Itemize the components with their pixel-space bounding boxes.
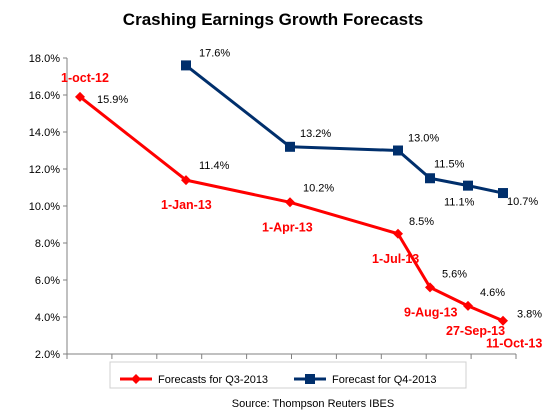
- data-labels: 15.9% 1-oct-12 11.4% 1-Jan-13 10.2% 1-Apr-13 8…: [61, 47, 542, 350]
- y-axis-ticks: 2.0% 4.0% 6.0% 8.0% 10.0% 12.0% 14.0% 16.0% 18.0…: [29, 53, 67, 361]
- source-note: Source: Thompson Reuters IBES: [232, 398, 394, 410]
- data-label: 3.8%: [517, 309, 542, 321]
- date-label: 1-Jan-13: [161, 198, 212, 212]
- data-label: 5.6%: [442, 268, 467, 280]
- data-label: 13.2%: [300, 128, 331, 140]
- data-label: 11.1%: [444, 197, 475, 209]
- y-tick-label: 4.0%: [35, 312, 60, 324]
- data-point: [285, 141, 295, 152]
- data-label: 13.0%: [408, 133, 439, 145]
- date-label: 1-Jul-13: [372, 252, 419, 266]
- date-label: 1-Apr-13: [262, 220, 313, 234]
- data-label: 4.6%: [480, 287, 505, 299]
- data-label: 15.9%: [97, 94, 128, 106]
- y-tick-label: 10.0%: [29, 201, 60, 213]
- data-label: 17.6%: [199, 47, 230, 59]
- data-label: 8.5%: [409, 216, 434, 228]
- data-point: [285, 197, 295, 208]
- data-point: [498, 315, 508, 326]
- legend-box: [109, 361, 467, 389]
- data-point: [75, 91, 85, 102]
- data-point: [181, 60, 191, 71]
- date-label: 9-Aug-13: [404, 305, 458, 319]
- data-point: [425, 282, 435, 293]
- data-point: [463, 300, 473, 311]
- y-tick-label: 16.0%: [29, 90, 60, 102]
- y-tick-label: 12.0%: [29, 164, 60, 176]
- date-label: 11-Oct-13: [486, 337, 542, 351]
- data-point: [425, 173, 435, 184]
- date-label: 27-Sep-13: [446, 324, 505, 338]
- series-line-1: [79, 95, 504, 323]
- y-tick-label: 2.0%: [35, 349, 60, 361]
- data-point: [393, 145, 403, 156]
- data-point: [393, 228, 403, 239]
- data-point: [498, 188, 508, 199]
- data-label: 11.5%: [434, 158, 465, 170]
- chart-title: Crashing Earnings Growth Forecasts: [123, 10, 423, 29]
- legend-label-1: Forecasts for Q3-2013: [158, 374, 268, 386]
- data-label: 10.2%: [303, 182, 334, 194]
- legend-marker-1: [131, 374, 141, 384]
- legend-marker-2: [305, 374, 315, 384]
- y-tick-label: 14.0%: [29, 127, 60, 139]
- data-label: 11.4%: [199, 160, 230, 172]
- series-line-2: [185, 64, 504, 195]
- x-axis-ticks: [66, 354, 517, 359]
- date-label: 1-oct-12: [61, 71, 109, 85]
- data-label: 10.7%: [507, 196, 538, 208]
- series-layer: [75, 60, 508, 326]
- data-point: [463, 180, 473, 191]
- y-tick-label: 8.0%: [35, 238, 60, 250]
- legend-label-2: Forecast for Q4-2013: [332, 374, 437, 386]
- data-point: [181, 175, 191, 186]
- y-tick-label: 6.0%: [35, 275, 60, 287]
- legend: Forecasts for Q3-2013 Forecast for Q4-201…: [120, 374, 437, 386]
- y-tick-label: 18.0%: [29, 53, 60, 65]
